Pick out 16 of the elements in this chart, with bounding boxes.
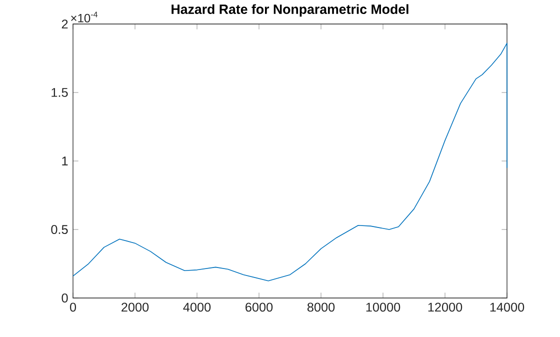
x-tick-label: 12000 xyxy=(428,302,462,312)
x-tick-label: 4000 xyxy=(183,302,211,312)
text: ×10$^{-4}$ xyxy=(71,12,98,22)
x-tick-label: 10000 xyxy=(366,302,400,312)
x-tick-label: 2000 xyxy=(122,302,149,312)
x-tick-label: 8000 xyxy=(307,302,335,312)
y-tick-label: 2 xyxy=(62,20,68,28)
x-tick-label: 6000 xyxy=(246,302,273,312)
x-tick-label: 14000 xyxy=(490,302,524,312)
x-tick-label: 0 xyxy=(70,302,76,312)
y-tick-label: 0 xyxy=(62,294,68,302)
chart-title: Hazard Rate for Nonparametric Model xyxy=(172,4,408,17)
y-tick-label: 1.5 xyxy=(52,88,68,97)
line-series xyxy=(72,42,508,282)
y-tick-label: 0.5 xyxy=(51,225,68,234)
y-tick-label: 1 xyxy=(62,156,68,166)
